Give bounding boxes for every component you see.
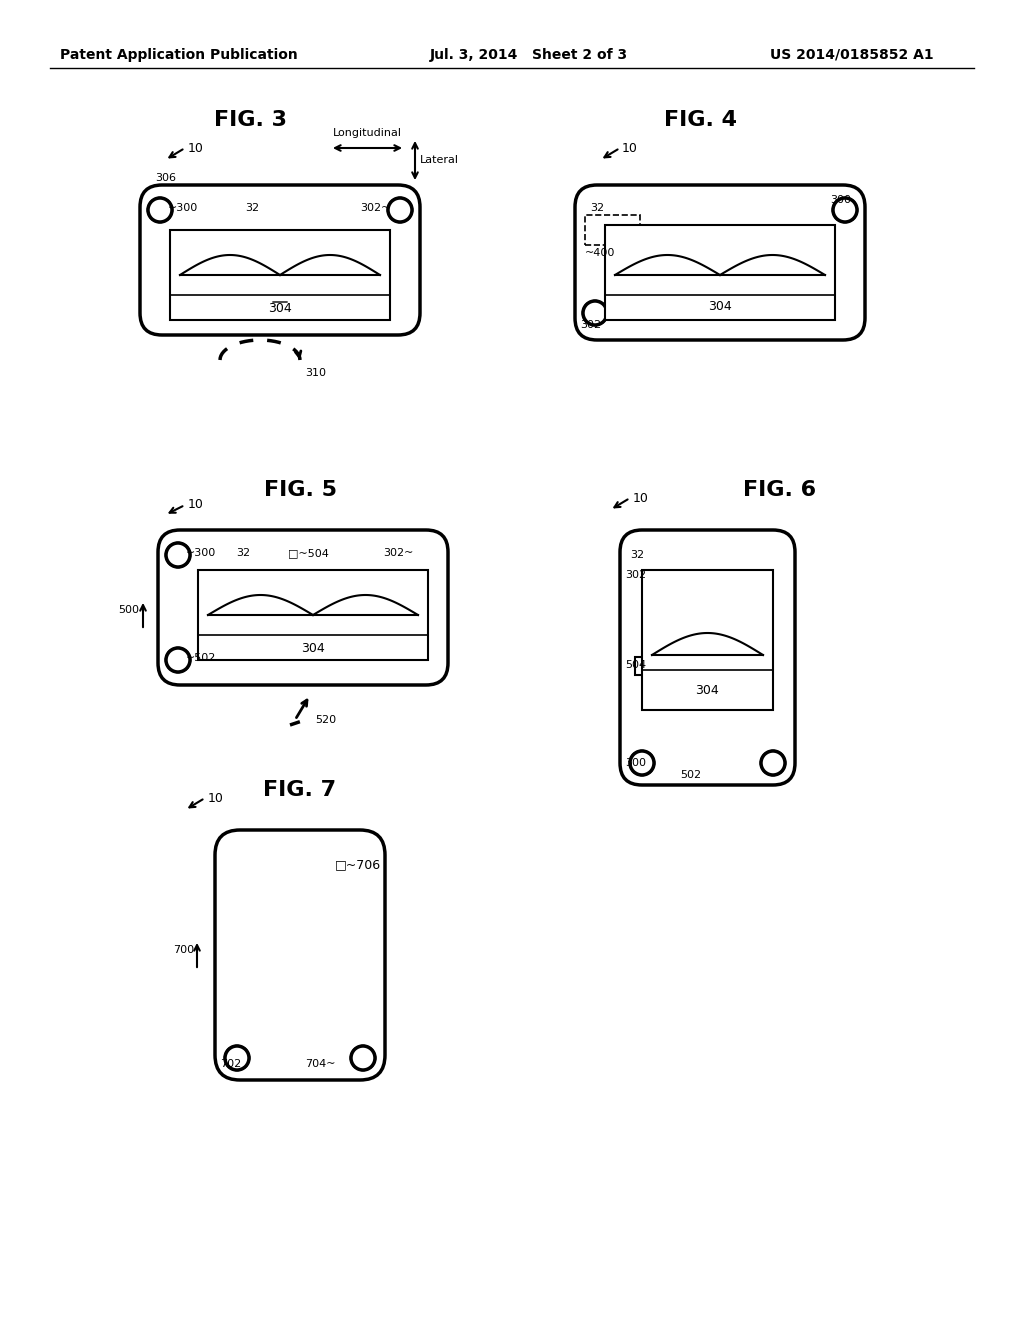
Text: Lateral: Lateral [420,154,459,165]
Circle shape [761,751,785,775]
Circle shape [761,751,785,775]
Text: Longitudinal: Longitudinal [333,128,401,139]
Circle shape [388,198,412,222]
Text: □~504: □~504 [288,548,329,558]
Text: 702: 702 [220,1059,242,1069]
Text: 300: 300 [625,758,646,768]
Circle shape [148,198,172,222]
Text: 10: 10 [188,141,204,154]
Text: 700: 700 [173,945,195,954]
Circle shape [583,301,607,325]
Circle shape [225,1045,249,1071]
Text: 10: 10 [208,792,224,804]
Text: FIG. 7: FIG. 7 [263,780,337,800]
Text: 304: 304 [709,301,732,314]
Text: 302~: 302~ [383,548,414,558]
Bar [198,570,428,660]
Text: 704~: 704~ [305,1059,336,1069]
FancyBboxPatch shape [140,185,420,335]
Text: FIG. 6: FIG. 6 [743,480,816,500]
Circle shape [166,543,190,568]
Circle shape [583,301,607,325]
Circle shape [166,648,190,672]
Bar [170,230,390,319]
Bar [605,224,835,319]
Text: ~300: ~300 [168,203,199,213]
Text: 302~: 302~ [360,203,390,213]
FancyBboxPatch shape [575,185,865,341]
FancyBboxPatch shape [158,531,449,685]
Text: 32: 32 [245,203,259,213]
Bar [635,657,653,675]
Text: 304: 304 [301,642,325,655]
Text: 32: 32 [236,548,250,558]
Text: FIG. 4: FIG. 4 [664,110,736,129]
Text: ~300: ~300 [186,548,216,558]
Circle shape [351,1045,375,1071]
Text: FIG. 5: FIG. 5 [263,480,337,500]
Text: 500: 500 [118,605,139,615]
Text: 304: 304 [268,301,292,314]
Text: 502: 502 [680,770,701,780]
Text: 306: 306 [155,173,176,183]
Circle shape [630,751,654,775]
Circle shape [166,648,190,672]
Bar [585,215,640,246]
FancyBboxPatch shape [620,531,795,785]
Text: ~400: ~400 [585,248,615,257]
Text: 310: 310 [305,368,326,378]
Text: 10: 10 [622,141,638,154]
FancyBboxPatch shape [215,830,385,1080]
Circle shape [225,1045,249,1071]
Text: ~502: ~502 [186,653,216,663]
Circle shape [833,198,857,222]
Text: 300: 300 [830,195,851,205]
Text: FIG. 3: FIG. 3 [213,110,287,129]
Text: 304: 304 [695,684,719,697]
Circle shape [351,1045,375,1071]
Text: Jul. 3, 2014   Sheet 2 of 3: Jul. 3, 2014 Sheet 2 of 3 [430,48,628,62]
Text: 32: 32 [590,203,604,213]
Text: □~706: □~706 [335,858,381,871]
Text: 520: 520 [315,715,336,725]
Bar [642,570,773,710]
Text: 10: 10 [633,491,649,504]
Text: Patent Application Publication: Patent Application Publication [60,48,298,62]
Text: 302: 302 [580,319,601,330]
Circle shape [388,198,412,222]
Text: 302: 302 [625,570,646,579]
Circle shape [630,751,654,775]
Text: 10: 10 [188,499,204,511]
Text: 32: 32 [630,550,644,560]
Text: US 2014/0185852 A1: US 2014/0185852 A1 [770,48,934,62]
Circle shape [166,543,190,568]
Circle shape [148,198,172,222]
Text: 504: 504 [625,660,646,671]
Circle shape [833,198,857,222]
